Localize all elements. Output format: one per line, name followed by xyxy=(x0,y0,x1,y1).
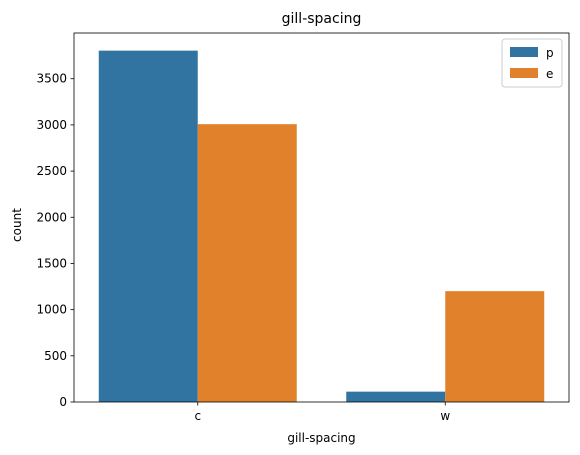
x-tick-label: c xyxy=(194,409,201,423)
y-tick-label: 500 xyxy=(44,349,67,363)
y-axis-label: count xyxy=(10,208,24,242)
legend-label-p: p xyxy=(546,46,554,60)
legend-label-e: e xyxy=(546,67,553,81)
y-tick-label: 1500 xyxy=(36,256,67,270)
y-tick-label: 3000 xyxy=(36,118,67,132)
x-axis-label: gill-spacing xyxy=(287,431,355,445)
y-tick-label: 3500 xyxy=(36,72,67,86)
legend-swatch-e xyxy=(510,68,538,78)
y-tick-label: 0 xyxy=(59,395,67,409)
y-axis: 0 500 1000 1500 2000 2500 3000 3500 xyxy=(36,72,74,409)
plot-area xyxy=(73,32,570,403)
x-tick-label: w xyxy=(440,409,450,423)
legend: pe xyxy=(501,38,563,88)
chart-title: gill-spacing xyxy=(282,11,362,27)
y-tick-label: 1000 xyxy=(36,303,67,317)
bar-p-c xyxy=(98,50,198,402)
bar-p-w xyxy=(346,391,446,402)
bar-e-c xyxy=(197,124,297,402)
y-tick-label: 2000 xyxy=(36,210,67,224)
legend-swatch-p xyxy=(510,47,538,57)
bar-e-w xyxy=(445,291,545,402)
y-tick-label: 2500 xyxy=(36,164,67,178)
